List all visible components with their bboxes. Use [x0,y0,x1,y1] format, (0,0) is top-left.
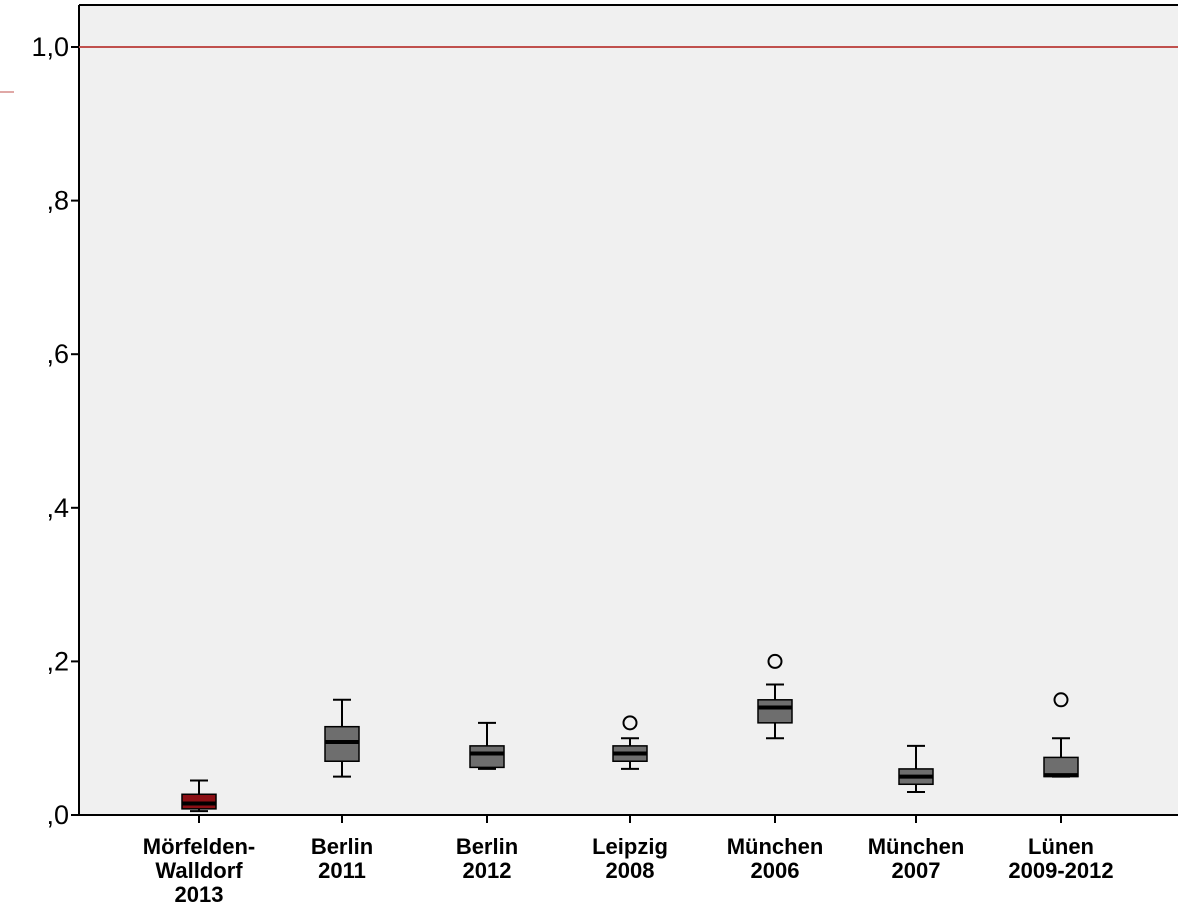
box-iqr [469,745,505,769]
category-label: 2011 [318,858,366,883]
category-label: Lünen [1028,834,1094,859]
category-label: Leipzig [592,834,668,859]
y-tick-label: ,8 [46,186,69,216]
y-tick-label: ,6 [46,339,69,369]
category-label: 2009-2012 [1008,858,1113,883]
category-label: 2012 [463,858,512,883]
box-group [898,744,934,793]
box-group [181,779,217,813]
outlier-point [1053,692,1069,708]
box-group [1043,692,1079,778]
category-label: München [868,834,965,859]
box-group [612,715,648,770]
category-label: 2008 [606,858,655,883]
y-tick-label: ,0 [46,800,69,830]
category-label: 2006 [751,858,800,883]
category-label: Walldorf [155,858,243,883]
y-tick-label: 1,0 [31,32,69,62]
box-iqr [757,699,793,724]
category-label: München [727,834,824,859]
box-series [181,653,1079,813]
x-axis-labels: Mörfelden-Walldorf2013Berlin2011Berlin20… [143,815,1114,907]
category-label: 2007 [892,858,941,883]
y-tick-label: ,4 [46,493,69,523]
plot-area [79,5,1178,815]
category-label: Mörfelden- [143,834,255,859]
outlier-point [767,653,783,669]
box-group [469,721,505,770]
category-label: Berlin [456,834,518,859]
outlier-point [622,715,638,731]
box-group [757,653,793,740]
y-axis-ticks: ,0 ,2 ,4 ,6 ,8 1,0 [31,32,79,830]
y-tick-label: ,2 [46,646,69,676]
category-label: Berlin [311,834,373,859]
box-group [324,698,360,778]
category-label: 2013 [175,882,224,907]
